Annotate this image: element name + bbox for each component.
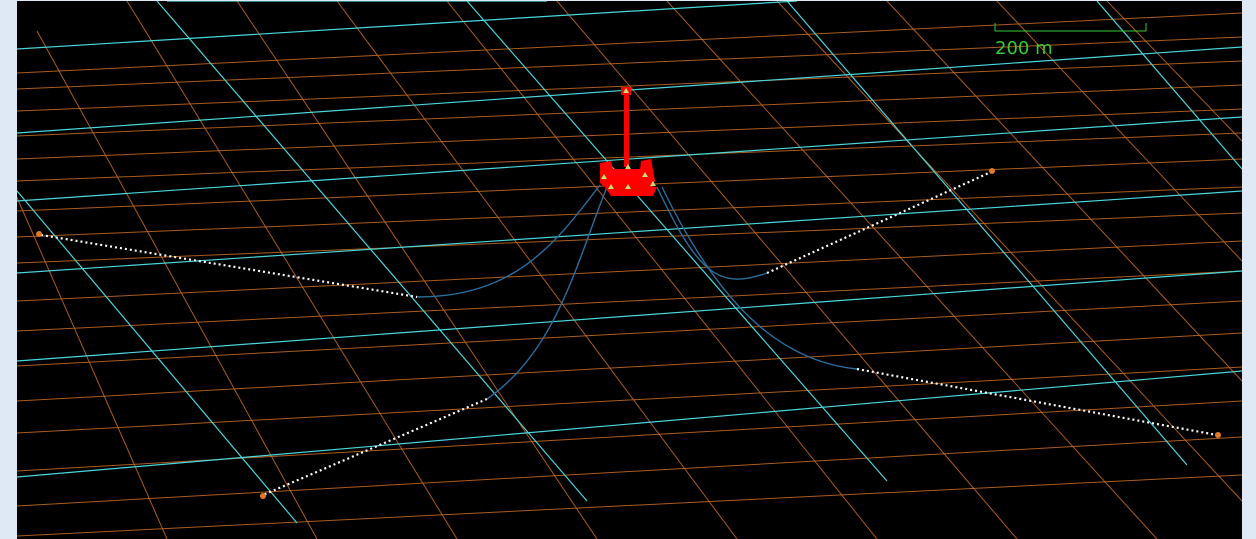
scale-bar-label: 200 m xyxy=(995,38,1053,59)
floating-vessel-icon[interactable] xyxy=(600,87,657,196)
seabed-grid-orange-diagonal xyxy=(17,1,1242,539)
scale-bar: 200 m xyxy=(994,21,1148,61)
anchors[interactable] xyxy=(36,168,1221,499)
anchor-icon[interactable] xyxy=(989,168,995,174)
surface-grid-cyan-diagonal xyxy=(17,1,1242,524)
surface-grid-cyan-horizontal xyxy=(17,1,1242,478)
scale-bar-icon xyxy=(994,23,1147,32)
seabed-grid-orange-horizontal xyxy=(17,12,1242,537)
3d-viewport[interactable]: 200 m xyxy=(17,1,1242,539)
scene-canvas[interactable] xyxy=(17,1,1242,539)
anchor-icon[interactable] xyxy=(1215,432,1221,438)
mooring-lines-suspended xyxy=(416,184,858,400)
anchor-icon[interactable] xyxy=(36,231,42,237)
anchor-icon[interactable] xyxy=(260,493,266,499)
mooring-lines-seabed xyxy=(40,170,1218,497)
